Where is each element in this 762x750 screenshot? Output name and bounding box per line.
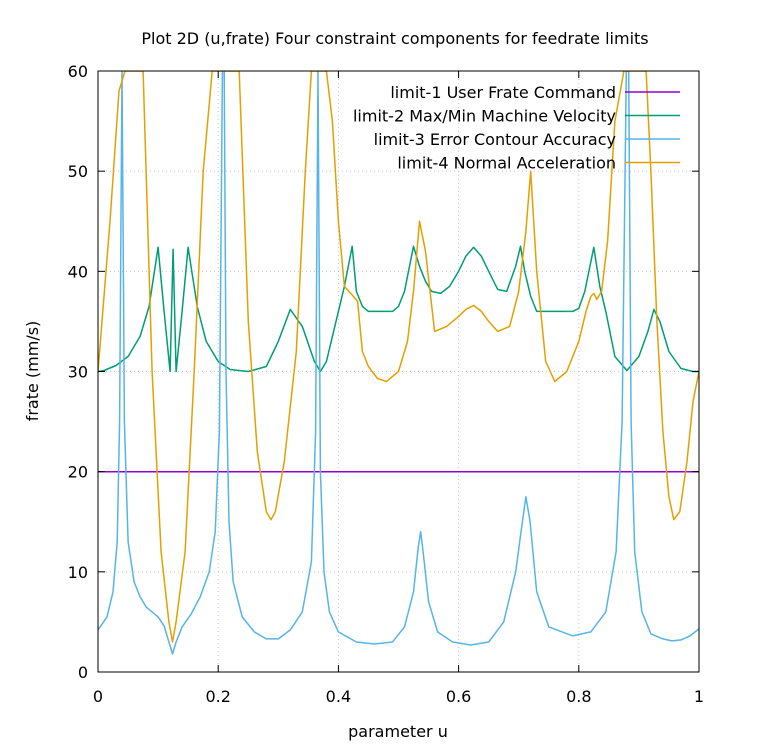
x-tick-label: 0.2 xyxy=(205,687,230,706)
x-tick-label: 0.8 xyxy=(566,687,591,706)
y-tick-label: 50 xyxy=(68,162,88,181)
series-line-2 xyxy=(98,245,699,373)
x-axis-label: parameter u xyxy=(348,722,448,741)
legend-entry-label: limit-3 Error Contour Accuracy xyxy=(374,130,616,149)
series-line-3 xyxy=(98,71,699,655)
legend-entry-label: limit-1 User Frate Command xyxy=(390,83,616,102)
x-tick-label: 0 xyxy=(93,687,103,706)
legend: limit-1 User Frate Command limit-2 Max/Mi… xyxy=(353,83,680,173)
y-tick-label: 10 xyxy=(68,563,88,582)
y-tick-label: 20 xyxy=(68,463,88,482)
y-tick-label: 60 xyxy=(68,62,88,81)
chart-title: Plot 2D (u,frate) Four constraint compon… xyxy=(141,29,648,48)
y-axis-label: frate (mm/s) xyxy=(23,321,42,422)
series-layer xyxy=(98,71,699,655)
y-tick-label: 30 xyxy=(68,363,88,382)
legend-entry-label: limit-4 Normal Acceleration xyxy=(397,154,616,173)
legend-entry-label: limit-2 Max/Min Machine Velocity xyxy=(353,107,616,126)
y-tick-label: 40 xyxy=(68,262,88,281)
y-tick-label: 0 xyxy=(78,663,88,682)
x-tick-label: 0.6 xyxy=(446,687,471,706)
x-tick-label: 1 xyxy=(694,687,704,706)
series-line-4 xyxy=(98,71,699,643)
x-tick-label: 0.4 xyxy=(326,687,351,706)
